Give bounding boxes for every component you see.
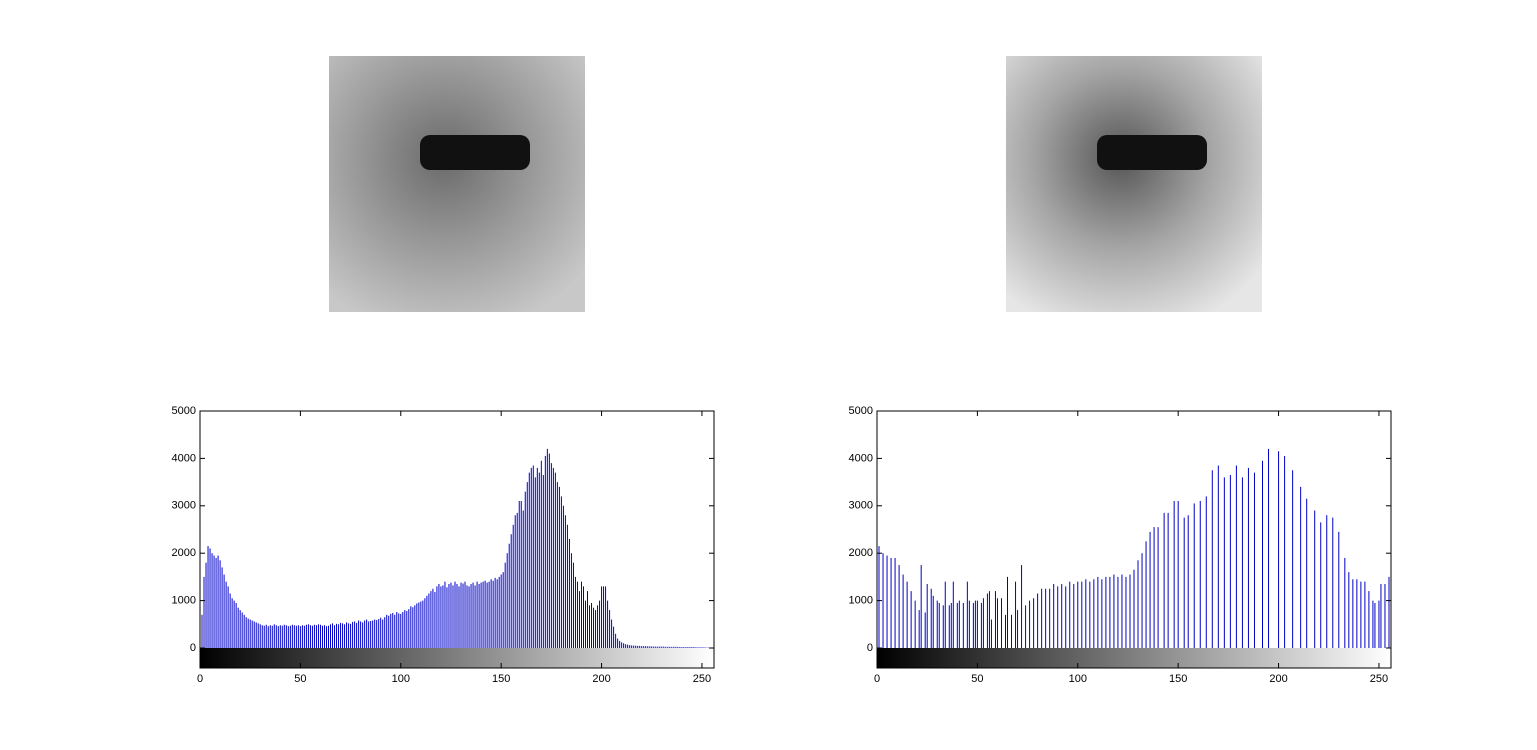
- equalized-photo: [1006, 56, 1262, 312]
- y-tick-label: 2000: [172, 547, 196, 559]
- y-tick-label: 4000: [172, 452, 196, 464]
- y-tick-label: 5000: [172, 405, 196, 417]
- x-tick-label: 200: [1269, 673, 1287, 685]
- gray-colorbar: [200, 648, 714, 668]
- y-tick-label: 2000: [849, 547, 873, 559]
- axes-box: [876, 410, 1392, 669]
- y-tick-label: 1000: [172, 595, 196, 607]
- original-photo: [329, 56, 585, 312]
- sunglasses: [1097, 135, 1207, 170]
- x-tick-label: 50: [294, 673, 306, 685]
- x-tick-label: 250: [693, 673, 711, 685]
- y-tick-label: 1000: [849, 595, 873, 607]
- gray-colorbar: [877, 648, 1391, 668]
- y-tick-label: 4000: [849, 452, 873, 464]
- x-tick-label: 100: [392, 673, 410, 685]
- x-tick-label: 0: [197, 673, 203, 685]
- x-tick-label: 50: [971, 673, 983, 685]
- x-tick-label: 250: [1370, 673, 1388, 685]
- y-tick-label: 3000: [849, 500, 873, 512]
- x-tick-label: 150: [1169, 673, 1187, 685]
- sunglasses: [420, 135, 530, 170]
- x-tick-label: 150: [492, 673, 510, 685]
- x-tick-label: 200: [592, 673, 610, 685]
- y-tick-label: 3000: [172, 500, 196, 512]
- y-tick-label: 0: [190, 642, 196, 654]
- x-tick-label: 0: [874, 673, 880, 685]
- x-tick-label: 100: [1069, 673, 1087, 685]
- axes-box: [199, 410, 715, 669]
- y-tick-label: 0: [867, 642, 873, 654]
- y-tick-label: 5000: [849, 405, 873, 417]
